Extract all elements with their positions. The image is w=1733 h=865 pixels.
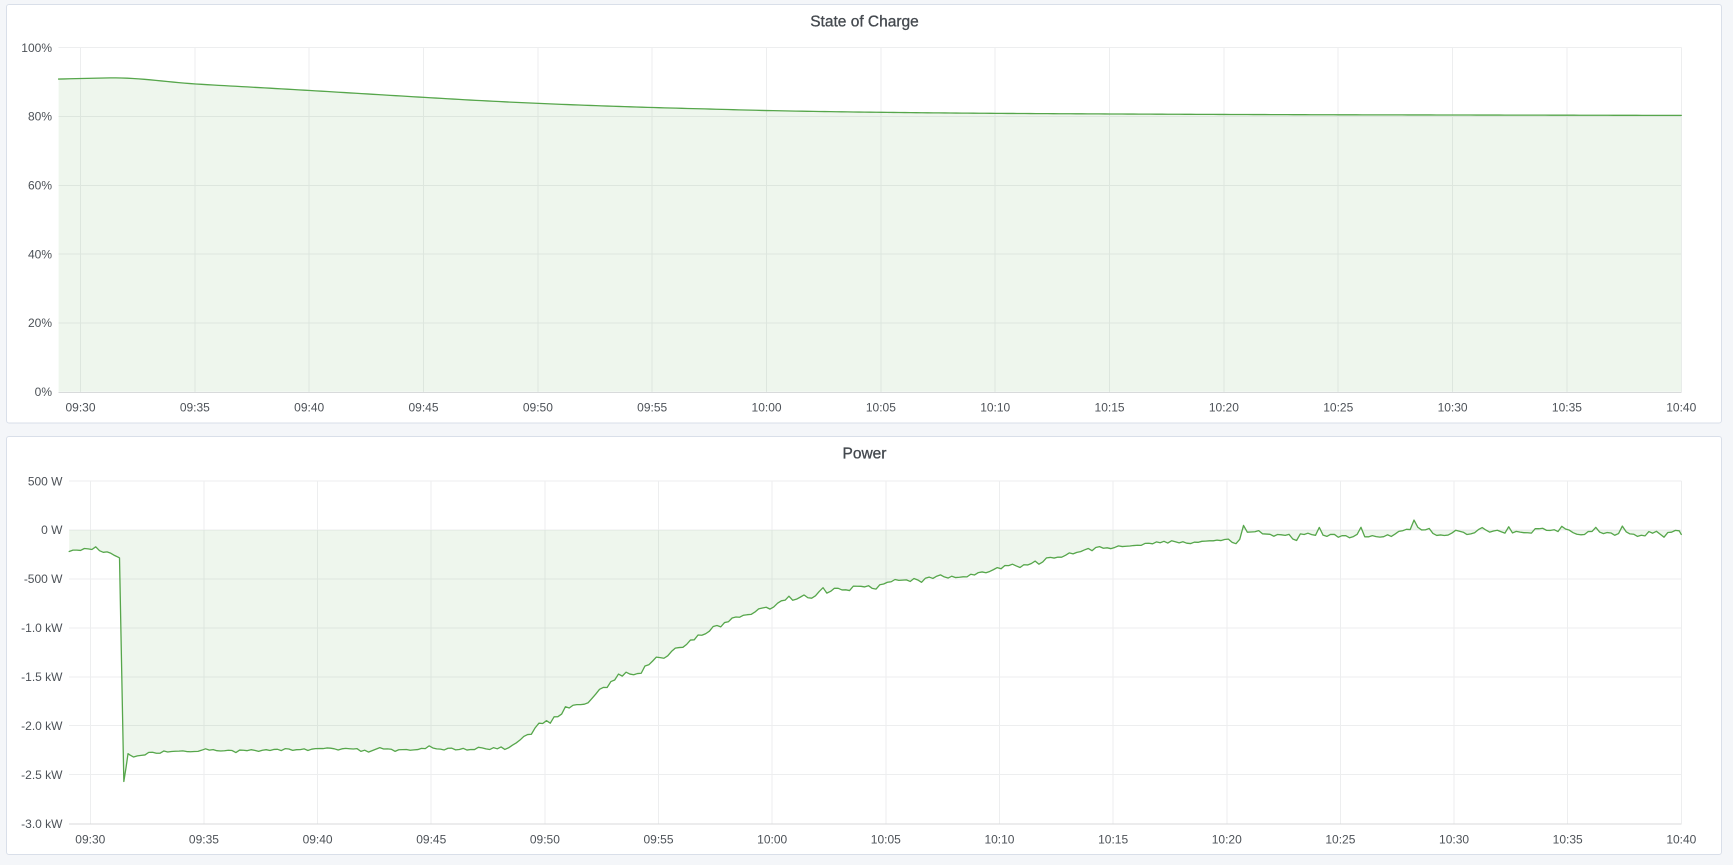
- svg-text:-1.0 kW: -1.0 kW: [21, 621, 63, 635]
- svg-text:09:55: 09:55: [637, 401, 667, 415]
- svg-text:10:05: 10:05: [871, 832, 901, 846]
- svg-text:09:40: 09:40: [294, 401, 324, 415]
- svg-text:80%: 80%: [28, 110, 52, 124]
- svg-text:10:35: 10:35: [1552, 401, 1582, 415]
- svg-text:09:35: 09:35: [189, 832, 219, 846]
- svg-text:10:35: 10:35: [1553, 832, 1583, 846]
- svg-text:State of Charge: State of Charge: [810, 14, 919, 31]
- svg-text:10:20: 10:20: [1209, 401, 1239, 415]
- svg-text:0 W: 0 W: [41, 523, 63, 537]
- svg-text:10:30: 10:30: [1438, 401, 1468, 415]
- svg-text:40%: 40%: [28, 247, 52, 261]
- svg-text:09:30: 09:30: [65, 401, 95, 415]
- svg-text:10:20: 10:20: [1212, 832, 1242, 846]
- svg-text:09:45: 09:45: [416, 832, 446, 846]
- svg-text:-3.0 kW: -3.0 kW: [21, 817, 63, 831]
- svg-text:60%: 60%: [28, 178, 52, 192]
- svg-text:10:05: 10:05: [866, 401, 896, 415]
- svg-text:10:30: 10:30: [1439, 832, 1469, 846]
- svg-text:Power: Power: [843, 446, 887, 463]
- svg-text:-2.0 kW: -2.0 kW: [21, 719, 63, 733]
- svg-text:10:40: 10:40: [1666, 401, 1696, 415]
- svg-text:10:15: 10:15: [1095, 401, 1125, 415]
- svg-text:09:50: 09:50: [530, 832, 560, 846]
- svg-text:09:30: 09:30: [75, 832, 105, 846]
- svg-text:10:40: 10:40: [1666, 832, 1696, 846]
- svg-text:0%: 0%: [35, 385, 53, 399]
- svg-text:09:50: 09:50: [523, 401, 553, 415]
- svg-text:100%: 100%: [21, 41, 52, 55]
- svg-text:10:25: 10:25: [1325, 832, 1355, 846]
- svg-text:10:25: 10:25: [1323, 401, 1353, 415]
- svg-text:10:10: 10:10: [980, 401, 1010, 415]
- svg-text:10:00: 10:00: [752, 401, 782, 415]
- svg-text:09:45: 09:45: [409, 401, 439, 415]
- svg-text:-2.5 kW: -2.5 kW: [21, 768, 63, 782]
- svg-text:500 W: 500 W: [28, 474, 63, 488]
- svg-text:-500 W: -500 W: [24, 572, 63, 586]
- svg-text:-1.5 kW: -1.5 kW: [21, 670, 63, 684]
- svg-text:10:00: 10:00: [757, 832, 787, 846]
- svg-text:09:40: 09:40: [303, 832, 333, 846]
- svg-text:20%: 20%: [28, 316, 52, 330]
- svg-text:10:10: 10:10: [984, 832, 1014, 846]
- svg-text:09:35: 09:35: [180, 401, 210, 415]
- svg-text:10:15: 10:15: [1098, 832, 1128, 846]
- svg-text:09:55: 09:55: [644, 832, 674, 846]
